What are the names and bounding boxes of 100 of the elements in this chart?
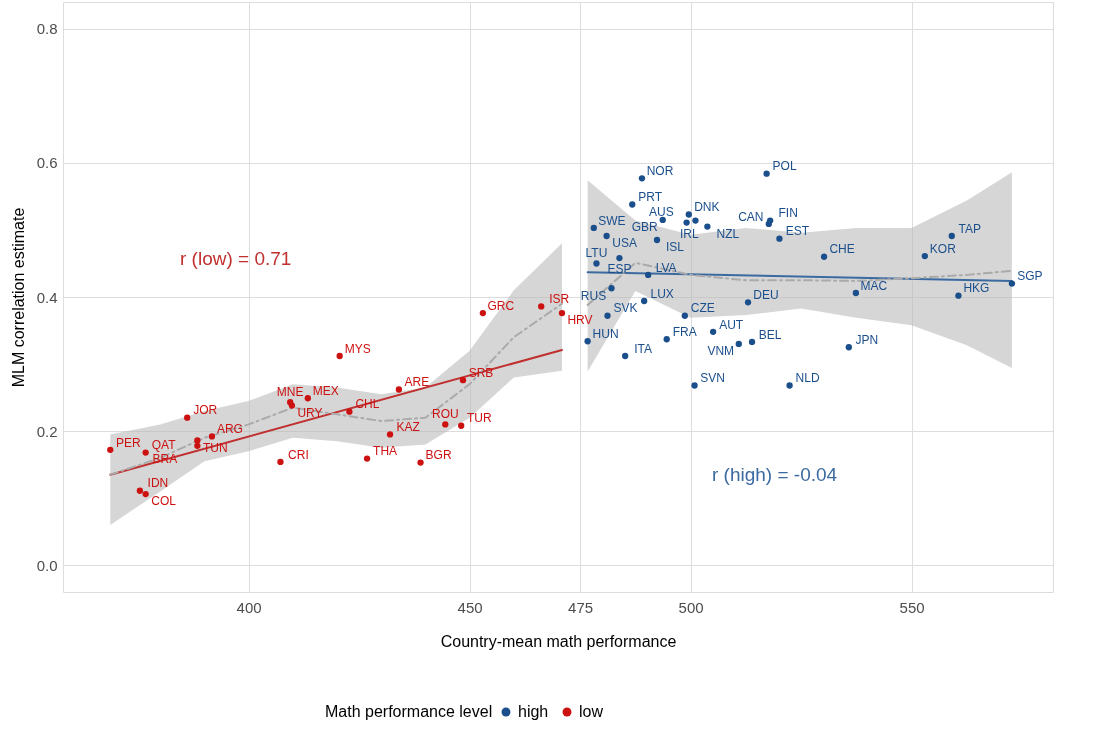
point [479,309,487,317]
point [685,211,692,218]
point [346,408,353,415]
annotation: HUN [592,326,619,341]
point [704,223,711,230]
point [766,217,774,224]
point [921,252,928,260]
point [691,382,698,389]
annotation: HKG [963,281,990,296]
point [641,297,648,305]
point [603,232,610,240]
point [277,458,284,466]
point [558,309,566,317]
annotation: ARG [216,422,243,437]
annotation: MEX [312,383,339,398]
annotation: ESP [607,261,632,276]
annotation: TAP [958,221,982,236]
annotation: ISL [665,240,685,255]
point [786,382,793,389]
annotation: JOR [193,403,218,418]
x-axis-title: Country-mean math performance [440,632,677,650]
y-tick-label: 0.6 [36,154,58,172]
point [363,455,371,462]
point [653,236,661,244]
point [663,336,670,343]
legend-title: Math performance level [325,703,493,720]
point [608,285,615,292]
point [622,352,629,360]
annotation: FRA [672,324,697,339]
point [681,312,689,319]
annotation: SVN [700,371,725,386]
point [955,292,962,299]
point [659,216,666,224]
y-tick-label: 0.4 [36,288,58,306]
annotation: GBR [631,220,659,235]
annotation: AUS [649,205,674,220]
legend-label: high [518,703,549,720]
point [136,487,144,494]
annotation: BGR [425,448,452,463]
annotation: PER [115,435,141,450]
annotation: GRC [487,298,515,313]
point [304,395,312,402]
annotation: CAN [738,209,764,224]
y-tick-label: 0.0 [36,556,58,574]
point [604,312,611,319]
annotation: ROU [431,406,459,421]
annotation: ARE [404,375,430,390]
annotation: IRL [680,226,700,241]
annotation: MAC [860,278,888,293]
line-series [109,302,563,476]
annotation: SWE [598,213,626,228]
annotation: COL [151,494,177,509]
point [417,459,424,466]
point [709,328,717,336]
point [1008,280,1016,287]
x-tick-label: 450 [457,598,483,616]
point [208,433,216,440]
annotation: JPN [855,332,879,347]
annotation: PRT [638,190,663,205]
point [852,289,860,297]
y-tick-label: 0.2 [36,422,58,440]
annotation: DEU [753,288,779,303]
annotation: USA [612,236,637,251]
point [395,386,403,393]
point [590,224,597,232]
annotation: NZL [716,226,740,241]
annotation: MYS [344,341,371,356]
point [458,422,465,429]
y-tick-label: 0.8 [36,20,58,38]
annotation: EST [785,224,810,239]
point [748,338,756,346]
point [645,271,652,279]
point [442,421,449,428]
annotation: KAZ [396,420,420,435]
point [184,414,191,421]
annotation: DNK [694,200,720,215]
point [692,217,699,224]
annotation: CZE [690,301,715,316]
point [744,299,752,306]
annotation: QAT [151,438,177,453]
annotation: ISR [549,292,570,307]
annotation: RUS [580,288,607,303]
annotation: BEL [758,327,782,342]
annotation: TUR [466,411,492,426]
annotation: FIN [778,206,798,221]
x-tick-label: 550 [899,598,925,616]
annotation: SVK [613,301,638,316]
point [735,340,742,348]
annotation: r (low) = 0.71 [180,248,292,269]
x-tick-label: 400 [236,598,262,616]
annotation: HRV [567,313,593,328]
point [194,442,201,449]
annotation: MNE [276,384,304,399]
point [386,431,394,438]
point [683,219,690,226]
point [616,254,623,262]
point [948,232,955,240]
x-tick-label: 500 [678,598,704,616]
point [336,352,343,360]
annotation: NOR [646,163,674,178]
